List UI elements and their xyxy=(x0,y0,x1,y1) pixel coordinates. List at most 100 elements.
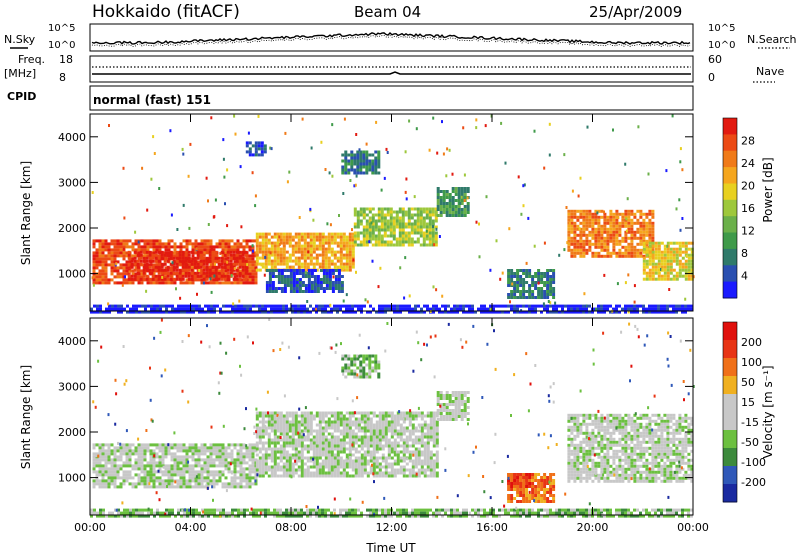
heatmap-cell xyxy=(198,304,201,308)
heatmap-cell xyxy=(200,479,204,483)
heatmap-cell xyxy=(264,468,268,472)
heatmap-cell xyxy=(377,156,381,160)
heatmap-cell xyxy=(161,446,165,450)
heatmap-cell xyxy=(279,241,283,245)
heatmap-cell xyxy=(267,262,271,266)
heatmap-cell xyxy=(233,473,237,477)
heatmap-cell xyxy=(339,414,343,418)
heatmap-cell xyxy=(239,269,243,273)
heatmap-cell xyxy=(300,307,303,311)
heatmap-cell xyxy=(255,429,259,433)
heatmap-cell xyxy=(357,474,361,478)
heatmap-cell xyxy=(594,242,598,246)
heatmap-cell xyxy=(645,265,649,269)
heatmap-cell xyxy=(203,476,207,480)
heatmap-cell xyxy=(425,234,429,238)
heatmap-cell xyxy=(339,447,343,451)
heatmap-cell xyxy=(327,241,331,245)
heatmap-cell xyxy=(309,456,313,460)
heatmap-cell xyxy=(594,251,598,255)
heatmap-cell xyxy=(434,210,438,214)
heatmap-cell xyxy=(274,269,278,272)
heatmap-cell xyxy=(98,452,102,456)
heatmap-cell xyxy=(261,253,265,257)
heatmap-cell xyxy=(245,150,249,154)
heatmap-cell xyxy=(327,259,331,263)
heatmap-cell xyxy=(362,237,366,241)
heatmap-cell xyxy=(368,210,372,214)
heatmap-cell xyxy=(588,310,591,314)
heatmap-cell xyxy=(333,232,337,236)
heatmap-cell xyxy=(98,473,102,477)
heatmap-cell xyxy=(234,310,237,314)
heatmap-cell xyxy=(504,304,507,308)
heatmap-cell xyxy=(606,242,610,246)
heatmap-cell xyxy=(516,310,519,314)
heatmap-scatter-point xyxy=(214,262,216,266)
heatmap-cell xyxy=(187,256,191,260)
heatmap-cell xyxy=(300,462,304,466)
heatmap-cell xyxy=(315,256,319,260)
heatmap-cell xyxy=(291,259,295,263)
heatmap-cell xyxy=(251,275,255,279)
heatmap-cell xyxy=(445,214,449,217)
heatmap-cell xyxy=(270,265,274,269)
heatmap-cell xyxy=(297,450,301,454)
heatmap-cell xyxy=(258,471,262,475)
heatmap-cell xyxy=(375,423,379,427)
heatmap-cell xyxy=(327,432,331,436)
heatmap-cell xyxy=(137,458,141,462)
heatmap-cell xyxy=(353,231,357,235)
heatmap-cell xyxy=(454,193,458,196)
heatmap-cell xyxy=(164,245,168,249)
heatmap-cell xyxy=(425,216,429,220)
heatmap-scatter-point xyxy=(304,271,307,275)
heatmap-cell xyxy=(669,271,673,275)
heatmap-cell xyxy=(249,304,252,308)
heatmap-cell xyxy=(126,304,129,308)
heatmap-cell xyxy=(98,251,102,255)
heatmap-cell xyxy=(295,281,299,284)
heatmap-cell xyxy=(657,277,661,281)
heatmap-cell xyxy=(303,417,307,421)
heatmap-cell xyxy=(639,304,642,308)
heatmap-cell xyxy=(582,310,585,314)
heatmap-cell xyxy=(690,241,694,245)
heatmap-scatter-point xyxy=(675,207,678,211)
heatmap-cell xyxy=(312,474,316,478)
heatmap-scatter-point xyxy=(616,282,619,286)
heatmap-cell xyxy=(203,281,207,285)
heatmap-cell xyxy=(279,447,283,451)
heatmap-cell xyxy=(95,278,99,282)
heatmap-cell xyxy=(104,239,108,243)
heatmap-cell xyxy=(383,228,387,232)
heatmap-cell xyxy=(513,272,517,275)
heatmap-cell xyxy=(291,441,295,445)
heatmap-cell xyxy=(101,248,105,252)
heatmap-cell xyxy=(128,482,132,486)
heatmap-cell xyxy=(434,219,438,223)
heatmap-cell xyxy=(321,462,325,466)
heatmap-cell xyxy=(101,239,105,243)
heatmap-cell xyxy=(594,236,598,240)
heatmap-cell xyxy=(690,277,694,281)
heatmap-cell xyxy=(600,245,604,249)
heatmap-cell xyxy=(200,248,204,252)
heatmap-cell xyxy=(125,443,129,447)
heatmap-cell xyxy=(306,474,310,478)
heatmap-cell xyxy=(371,168,375,172)
heatmap-cell xyxy=(133,274,137,278)
heatmap-cell xyxy=(345,423,349,427)
heatmap-cell xyxy=(288,426,292,430)
heatmap-cell xyxy=(419,225,423,229)
noise-tick-right-low: 10^0 xyxy=(708,40,735,51)
heatmap-cell xyxy=(243,307,246,311)
heatmap-cell xyxy=(648,262,652,266)
heatmap-cell xyxy=(212,458,216,462)
heatmap-cell xyxy=(113,269,117,273)
heatmap-cell xyxy=(591,251,595,255)
heatmap-cell xyxy=(236,281,240,285)
heatmap-cell xyxy=(321,241,325,245)
heatmap-cell xyxy=(294,235,298,239)
heatmap-cell xyxy=(339,417,343,421)
